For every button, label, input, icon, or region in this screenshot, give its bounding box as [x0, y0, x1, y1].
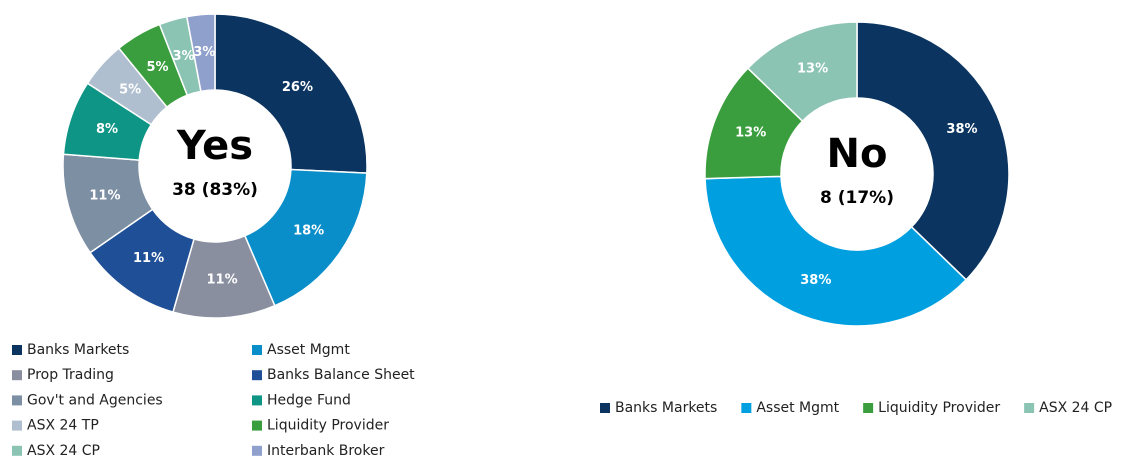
legend-label: ASX 24 CP — [27, 443, 100, 459]
legend-label: Interbank Broker — [267, 443, 385, 459]
legend-swatch — [252, 345, 262, 355]
legend-swatch — [12, 370, 22, 381]
legend-swatch — [741, 403, 752, 413]
center-subtitle: 8 (17%) — [820, 188, 894, 208]
slice-label: 5% — [146, 60, 168, 75]
legend-swatch — [600, 403, 610, 413]
legend-swatch — [1024, 403, 1035, 413]
slice-label: 13% — [735, 125, 766, 140]
legend-label: Liquidity Provider — [878, 400, 1000, 416]
slice-label: 11% — [89, 188, 120, 203]
legend-swatch — [863, 403, 874, 413]
slice-label: 13% — [797, 62, 828, 77]
legend-swatch — [12, 420, 22, 431]
legend-label: Banks Balance Sheet — [267, 367, 415, 383]
slice-label: 18% — [293, 223, 324, 238]
legend-swatch — [12, 445, 22, 456]
slice-label: 5% — [119, 82, 141, 97]
legend-swatch — [252, 420, 262, 431]
slice-label: 11% — [207, 272, 238, 287]
slice-label: 38% — [946, 122, 977, 137]
center-title: Yes — [176, 123, 253, 169]
legend-label: Prop Trading — [27, 367, 114, 383]
slice-label: 26% — [282, 80, 313, 95]
legend-swatch — [252, 445, 262, 456]
center-subtitle: 38 (83%) — [172, 180, 258, 200]
legend-label: Gov't and Agencies — [27, 392, 163, 408]
slice — [243, 168, 368, 307]
legend-swatch — [252, 370, 262, 381]
legend-label: Asset Mgmt — [756, 400, 839, 416]
legend-swatch — [252, 395, 262, 406]
legend-label: Asset Mgmt — [267, 342, 350, 358]
slice — [856, 21, 1010, 281]
slice — [214, 13, 368, 174]
center-title: No — [827, 131, 888, 177]
legend-label: Banks Markets — [615, 400, 717, 416]
legend-label: ASX 24 CP — [1039, 400, 1112, 416]
slice-label: 3% — [172, 49, 194, 64]
legend-swatch — [12, 345, 22, 355]
slice — [746, 21, 858, 123]
legend-label: Banks Markets — [27, 342, 129, 358]
slice-label: 3% — [193, 45, 215, 60]
legend-label: ASX 24 TP — [27, 418, 99, 434]
slice-label: 38% — [800, 273, 831, 288]
legend-label: Hedge Fund — [267, 392, 351, 408]
legend-label: Liquidity Provider — [267, 418, 389, 434]
slice-label: 11% — [133, 251, 164, 266]
slice — [185, 13, 216, 93]
legend-swatch — [12, 395, 22, 406]
slice — [704, 175, 968, 327]
slice-label: 8% — [96, 122, 118, 137]
